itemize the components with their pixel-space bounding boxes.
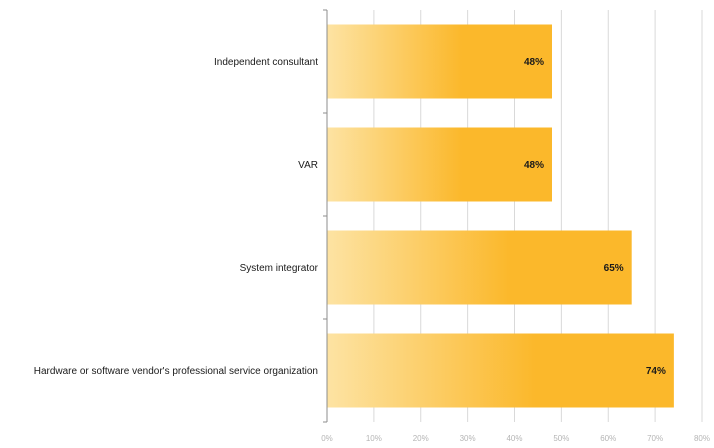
value-labels: 48% 48% 65% 74% xyxy=(524,57,666,377)
bar xyxy=(327,230,632,305)
category-label: VAR xyxy=(298,160,318,171)
category-label: Independent consultant xyxy=(214,57,318,68)
x-tick-label: 30% xyxy=(460,434,476,443)
x-tick-label: 60% xyxy=(600,434,616,443)
value-label: 48% xyxy=(524,160,544,171)
x-tick-label: 50% xyxy=(553,434,569,443)
value-label: 74% xyxy=(646,366,666,377)
bar xyxy=(327,24,552,99)
bars xyxy=(327,24,674,408)
category-labels: Independent consultant VAR System integrat… xyxy=(34,57,319,377)
value-label: 65% xyxy=(604,263,624,274)
x-tick-label: 70% xyxy=(647,434,663,443)
category-label: System integrator xyxy=(240,263,319,274)
bar xyxy=(327,333,674,408)
y-axis xyxy=(323,9,328,423)
category-label: Hardware or software vendor's profession… xyxy=(34,366,318,377)
x-tick-label: 10% xyxy=(366,434,382,443)
value-label: 48% xyxy=(524,57,544,68)
x-tick-label: 0% xyxy=(321,434,333,443)
bar xyxy=(327,127,552,202)
x-tick-label: 40% xyxy=(506,434,522,443)
x-tick-label: 80% xyxy=(694,434,710,443)
x-axis-tick-labels: 0% 10% 20% 30% 40% 50% 60% 70% 80% xyxy=(321,434,710,443)
x-tick-label: 20% xyxy=(413,434,429,443)
